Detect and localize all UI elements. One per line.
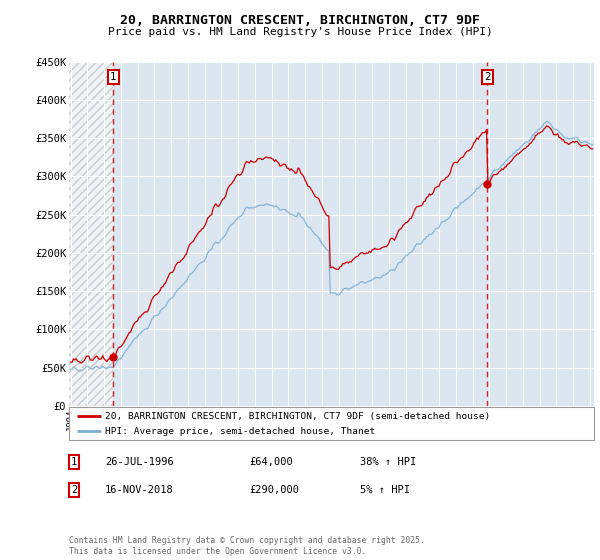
- Text: 26-JUL-1996: 26-JUL-1996: [105, 457, 174, 467]
- Bar: [69, 62, 113, 406]
- Text: £64,000: £64,000: [249, 457, 293, 467]
- Text: £290,000: £290,000: [249, 485, 299, 495]
- Text: 1: 1: [71, 457, 77, 467]
- Text: 20, BARRINGTON CRESCENT, BIRCHINGTON, CT7 9DF: 20, BARRINGTON CRESCENT, BIRCHINGTON, CT…: [120, 14, 480, 27]
- Text: 2: 2: [484, 72, 491, 82]
- Text: 20, BARRINGTON CRESCENT, BIRCHINGTON, CT7 9DF (semi-detached house): 20, BARRINGTON CRESCENT, BIRCHINGTON, CT…: [105, 412, 490, 421]
- Text: 16-NOV-2018: 16-NOV-2018: [105, 485, 174, 495]
- Text: Price paid vs. HM Land Registry's House Price Index (HPI): Price paid vs. HM Land Registry's House …: [107, 27, 493, 37]
- FancyBboxPatch shape: [69, 407, 594, 440]
- Text: 1: 1: [110, 72, 116, 82]
- Text: 5% ↑ HPI: 5% ↑ HPI: [360, 485, 410, 495]
- Text: HPI: Average price, semi-detached house, Thanet: HPI: Average price, semi-detached house,…: [105, 427, 375, 436]
- Text: 38% ↑ HPI: 38% ↑ HPI: [360, 457, 416, 467]
- Text: Contains HM Land Registry data © Crown copyright and database right 2025.
This d: Contains HM Land Registry data © Crown c…: [69, 536, 425, 556]
- Text: 2: 2: [71, 485, 77, 495]
